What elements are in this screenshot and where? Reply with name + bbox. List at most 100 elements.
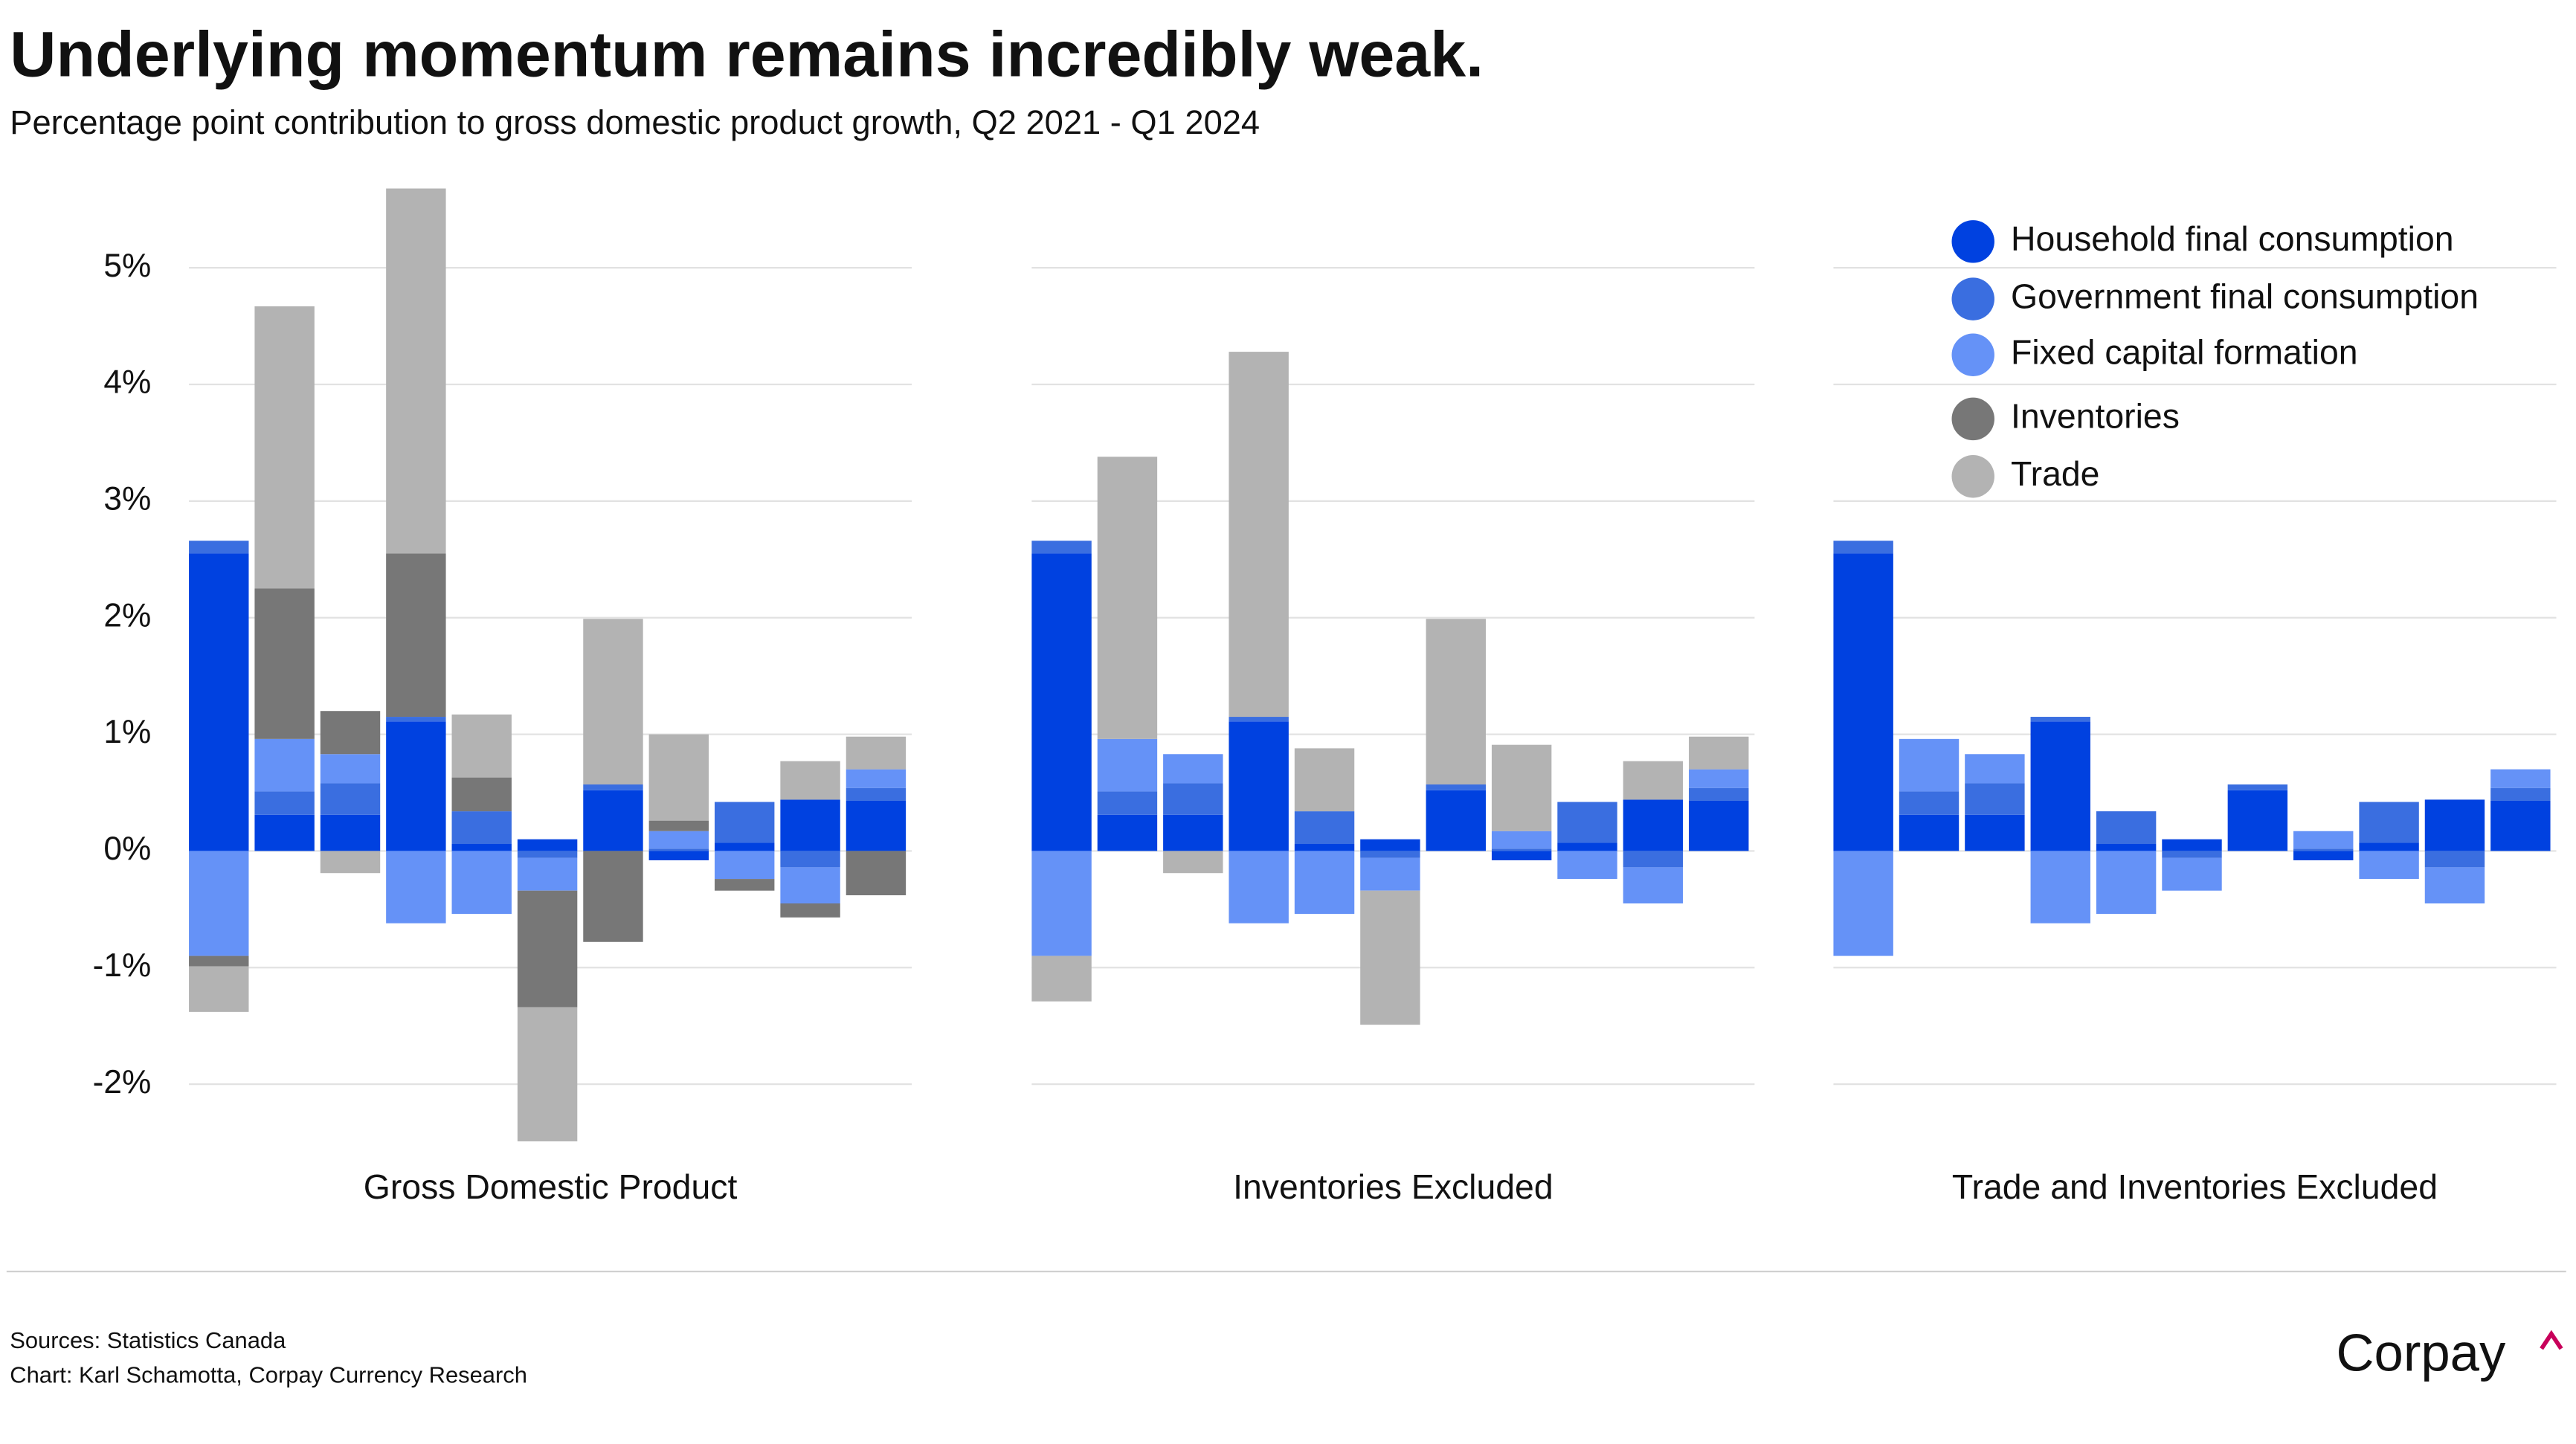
- bar-segment: [1097, 814, 1158, 851]
- y-tick-label: 1%: [103, 714, 151, 750]
- bar-segment: [846, 769, 907, 788]
- bar-segment: [386, 188, 446, 554]
- bar-segment: [1426, 784, 1486, 790]
- bar-segment: [1833, 541, 1893, 554]
- bar-segment: [1360, 851, 1420, 858]
- y-tick-label: 4%: [103, 364, 151, 401]
- bar-segment: [189, 541, 249, 554]
- bar-segment: [1623, 761, 1684, 800]
- bar-segment: [189, 553, 249, 851]
- panel-title: Gross Domestic Product: [364, 1167, 738, 1206]
- logo-caret: [2540, 1329, 2563, 1350]
- bar-segment: [1229, 851, 1289, 924]
- bar-segment: [254, 814, 315, 851]
- sources: Sources: Statistics Canada: [10, 1327, 286, 1353]
- bar-segment: [1229, 352, 1289, 718]
- bar-segment: [1899, 791, 1960, 815]
- bar-segment: [2162, 839, 2222, 851]
- bar-segment: [1557, 802, 1617, 843]
- bar-segment: [2030, 721, 2090, 851]
- bar-segment: [386, 553, 446, 718]
- bar-segment: [780, 903, 840, 918]
- bar-segment: [2162, 857, 2222, 891]
- bar-segment: [517, 857, 578, 891]
- y-tick-label: 2%: [103, 597, 151, 634]
- bar-segment: [386, 721, 446, 851]
- legend-marker: [1951, 333, 1994, 376]
- bar-segment: [846, 736, 907, 770]
- bar-segment: [451, 777, 512, 812]
- bar-segment: [1097, 738, 1158, 792]
- bar-segment: [320, 711, 381, 755]
- bar-segment: [1163, 814, 1223, 851]
- bar-segment: [846, 851, 907, 896]
- bar-segment: [648, 734, 709, 821]
- bar-segment: [254, 588, 315, 739]
- bar-segment: [1097, 457, 1158, 739]
- bar-segment: [320, 814, 381, 851]
- bar-segment: [2359, 802, 2419, 843]
- bar-segment: [2030, 851, 2090, 924]
- y-tick-label: 3%: [103, 481, 151, 518]
- bar-segment: [1229, 721, 1289, 851]
- bar-segment: [1360, 857, 1420, 891]
- bar-segment: [2424, 867, 2485, 904]
- bar-segment: [1163, 783, 1223, 815]
- bar-segment: [648, 820, 709, 831]
- bar-segment: [1360, 839, 1420, 851]
- bar-segment: [583, 790, 643, 851]
- bar-segment: [189, 851, 249, 956]
- bar-segment: [386, 717, 446, 722]
- bar-segment: [451, 714, 512, 778]
- bar-segment: [1097, 791, 1158, 815]
- bar-segment: [1623, 851, 1684, 868]
- bar-segment: [320, 754, 381, 784]
- bar-segment: [254, 306, 315, 589]
- bar-segment: [648, 831, 709, 849]
- legend-label: Inventories: [2011, 397, 2180, 436]
- bar-segment: [648, 848, 709, 851]
- bar-segment: [2490, 787, 2551, 801]
- bar-segment: [2227, 790, 2288, 851]
- chart-subtitle: Percentage point contribution to gross d…: [10, 103, 1260, 141]
- bar-segment: [1899, 738, 1960, 792]
- bar-segment: [1294, 844, 1355, 851]
- bar-segment: [1031, 541, 1092, 554]
- bar-segment: [2293, 831, 2354, 849]
- legend-marker: [1951, 220, 1994, 263]
- legend-label: Fixed capital formation: [2011, 332, 2358, 371]
- legend-label: Trade: [2011, 454, 2099, 493]
- legend-label: Household final consumption: [2011, 219, 2454, 258]
- bar-segment: [2424, 851, 2485, 868]
- chart-title: Underlying momentum remains incredibly w…: [10, 19, 1484, 90]
- bar-segment: [1623, 799, 1684, 851]
- bar-segment: [714, 879, 775, 891]
- panel-title: Inventories Excluded: [1233, 1167, 1553, 1206]
- bar-segment: [1899, 814, 1960, 851]
- bar-segment: [2227, 784, 2288, 790]
- bar-segment: [1360, 890, 1420, 1025]
- bar-segment: [1491, 831, 1552, 849]
- bar-segment: [1426, 619, 1486, 785]
- bar-segment: [1689, 800, 1749, 851]
- legend-marker: [1951, 397, 1994, 441]
- logo: Corpay: [2336, 1324, 2506, 1382]
- bar-segment: [1163, 754, 1223, 784]
- bar-segment: [517, 890, 578, 1008]
- bar-segment: [2359, 842, 2419, 851]
- legend-label: Government final consumption: [2011, 277, 2479, 315]
- bar-segment: [1294, 851, 1355, 915]
- bar-segment: [1557, 851, 1617, 880]
- bar-segment: [1229, 717, 1289, 722]
- bar-segment: [780, 867, 840, 904]
- bar-segment: [1557, 842, 1617, 851]
- bar-segment: [846, 787, 907, 801]
- bar-segment: [780, 799, 840, 851]
- bar-segment: [780, 851, 840, 868]
- bar-segment: [2030, 717, 2090, 722]
- bar-segment: [320, 783, 381, 815]
- bar-segment: [451, 811, 512, 845]
- bar-segment: [2096, 811, 2157, 845]
- bar-segment: [648, 851, 709, 860]
